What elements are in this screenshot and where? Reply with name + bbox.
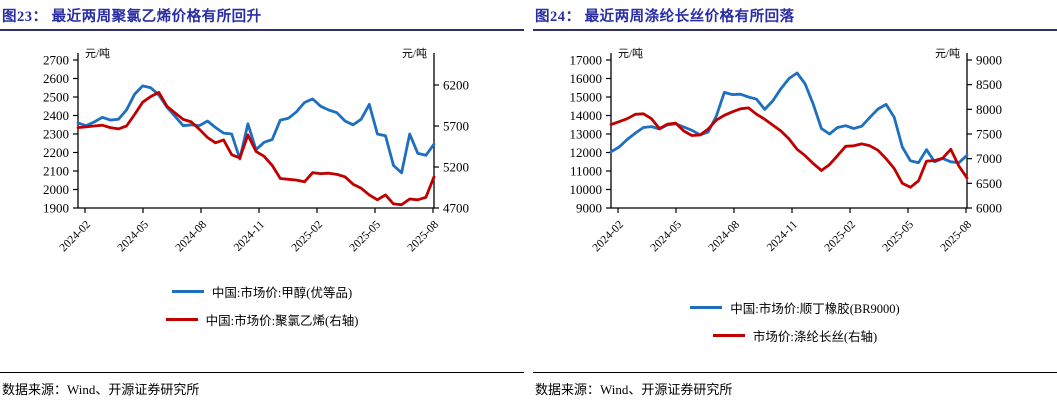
left-axis-tick-label: 2100 <box>43 164 69 179</box>
left-axis-tick-label: 12000 <box>570 145 603 160</box>
x-axis-tick-label: 2024-02 <box>591 218 627 254</box>
figure-24-legend: 中国:市场价:顺丁橡胶(BR9000) 市场价:涤纶长丝(右轴) <box>533 298 1057 345</box>
right-axis-unit-label: 元/吨 <box>935 47 960 60</box>
right-axis-tick-label: 8500 <box>976 77 1002 92</box>
figure-24-title-rule <box>533 29 1057 31</box>
series-line <box>76 84 436 175</box>
right-axis-tick-label: 8000 <box>976 102 1002 117</box>
figure-23-chart: 2700 2600 2500 2400 2300 2200 2100 2000 1900 6200… <box>43 47 469 254</box>
series-line <box>609 71 969 165</box>
left-axis-tick-label: 9000 <box>576 201 602 216</box>
x-axis-tick-label: 2024-05 <box>116 218 152 254</box>
legend-line-swatch <box>171 290 204 293</box>
left-axis-tick-label: 13000 <box>570 127 603 142</box>
right-axis-unit-label: 元/吨 <box>402 47 427 60</box>
left-axis-tick-label: 17000 <box>570 53 603 68</box>
figure-23-source: 数据来源：Wind、开源证券研究所 <box>2 382 200 397</box>
x-axis-tick-label: 2024-05 <box>649 218 685 254</box>
right-axis-tick-label: 6500 <box>976 176 1002 191</box>
legend-item: 中国:市场价:聚氯乙烯(右轴) <box>165 310 359 329</box>
left-axis-tick-label: 15000 <box>570 90 603 105</box>
left-axis-tick-label: 2700 <box>43 53 69 68</box>
figure-23-title: 图23： 最近两周聚氯乙烯价格有所回升 <box>2 9 262 25</box>
legend-label: 中国:市场价:顺丁橡胶(BR9000) <box>730 302 900 316</box>
figure-23-title-rule <box>0 29 524 31</box>
left-axis-tick-label: 10000 <box>570 182 603 197</box>
x-axis-tick-label: 2024-08 <box>174 218 210 254</box>
figure-23-panel: 图23： 最近两周聚氯乙烯价格有所回升 2700 2600 2500 2400 2300… <box>0 0 524 408</box>
right-axis-tick-label: 7500 <box>976 127 1002 142</box>
x-axis-tick-label: 2024-11 <box>765 218 800 253</box>
left-axis-tick-label: 16000 <box>570 71 603 86</box>
x-axis-tick-label: 2025-08 <box>406 218 442 254</box>
left-axis-tick-label: 2400 <box>43 108 69 123</box>
right-axis-tick-label: 5200 <box>443 160 469 175</box>
left-axis-tick-label: 2500 <box>43 90 69 105</box>
figure-24-source: 数据来源：Wind、开源证券研究所 <box>535 382 733 397</box>
right-axis-tick-label: 7000 <box>976 151 1002 166</box>
legend-item: 中国:市场价:顺丁橡胶(BR9000) <box>690 298 900 317</box>
series-line <box>76 91 436 207</box>
left-axis-tick-label: 1900 <box>43 201 69 216</box>
legend-line-swatch <box>690 306 723 309</box>
x-axis-tick-label: 2025-02 <box>823 218 859 254</box>
left-axis-unit-label: 元/吨 <box>85 47 110 60</box>
figure-24-title: 图24： 最近两周涤纶长丝价格有所回落 <box>535 9 795 25</box>
legend-label: 市场价:涤纶长丝(右轴) <box>752 330 878 344</box>
legend-line-swatch <box>712 334 745 337</box>
figure-23-source-rule <box>0 372 524 373</box>
left-axis-tick-label: 14000 <box>570 108 603 123</box>
legend-item: 市场价:涤纶长丝(右轴) <box>712 326 878 345</box>
x-axis-tick-label: 2025-05 <box>881 218 917 254</box>
legend-label: 中国:市场价:甲醇(优等品) <box>211 286 353 300</box>
figure-24-chart: 17000 16000 15000 14000 13000 12000 11000 10000… <box>570 47 1003 254</box>
left-axis-tick-label: 2200 <box>43 145 69 160</box>
x-axis-tick-label: 2024-11 <box>232 218 267 253</box>
right-axis-tick-label: 5700 <box>443 119 469 134</box>
figure-23-legend: 中国:市场价:甲醇(优等品) 中国:市场价:聚氯乙烯(右轴) <box>0 282 524 329</box>
legend-item: 中国:市场价:甲醇(优等品) <box>171 282 353 301</box>
x-axis-tick-label: 2024-02 <box>58 218 94 254</box>
right-axis-tick-label: 9000 <box>976 53 1002 68</box>
x-axis-tick-label: 2024-08 <box>707 218 743 254</box>
left-axis-tick-label: 11000 <box>570 164 602 179</box>
x-axis-tick-label: 2025-08 <box>939 218 975 254</box>
legend-line-swatch <box>165 318 198 321</box>
figure-24-panel: 图24： 最近两周涤纶长丝价格有所回落 17000 16000 15000 14000… <box>533 0 1057 408</box>
x-axis-tick-label: 2025-05 <box>348 218 384 254</box>
left-axis-tick-label: 2600 <box>43 71 69 86</box>
right-axis-tick-label: 4700 <box>443 201 469 216</box>
x-axis-tick-label: 2025-02 <box>290 218 326 254</box>
left-axis-unit-label: 元/吨 <box>618 47 643 60</box>
figure-24-source-rule <box>533 372 1057 373</box>
left-axis-tick-label: 2300 <box>43 127 69 142</box>
legend-label: 中国:市场价:聚氯乙烯(右轴) <box>205 314 359 328</box>
series-line <box>609 106 969 189</box>
right-axis-tick-label: 6200 <box>443 78 469 93</box>
left-axis-tick-label: 2000 <box>43 182 69 197</box>
right-axis-tick-label: 6000 <box>976 201 1002 216</box>
